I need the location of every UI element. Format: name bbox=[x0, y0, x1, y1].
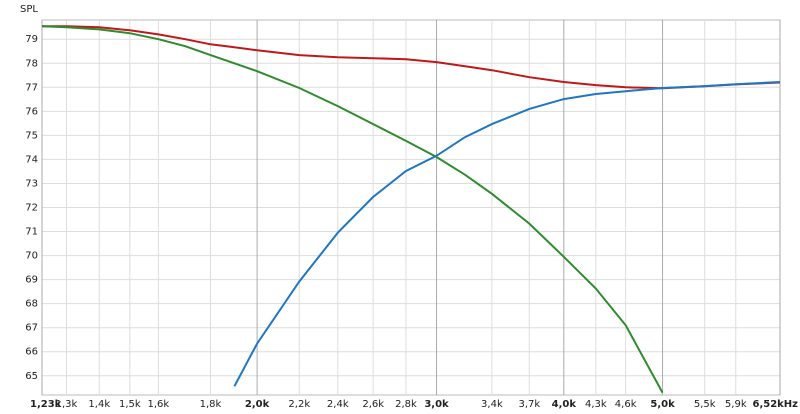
x-tick-label: 2,2k bbox=[288, 399, 310, 410]
series-line bbox=[233, 81, 780, 387]
y-tick-label: 76 bbox=[25, 106, 38, 117]
x-tick-label: 1,4k bbox=[88, 399, 110, 410]
x-tick-label: 1,5k bbox=[119, 399, 141, 410]
y-tick-label: 74 bbox=[25, 154, 38, 165]
x-tick-label: 3,7k bbox=[518, 399, 540, 410]
x-tick-label: 3,0k bbox=[424, 399, 449, 410]
y-tick-label: 67 bbox=[25, 323, 38, 334]
x-tick-label: 2,8k bbox=[395, 399, 417, 410]
y-tick-label: 78 bbox=[25, 58, 38, 69]
x-tick-label: 1,3k bbox=[56, 399, 78, 410]
x-tick-label: 3,4k bbox=[481, 399, 503, 410]
y-tick-label: 69 bbox=[25, 275, 38, 286]
y-tick-label: 65 bbox=[25, 371, 38, 382]
y-tick-label: 70 bbox=[25, 251, 38, 262]
x-tick-label: 5,0k bbox=[650, 399, 675, 410]
x-tick-label: 2,4k bbox=[327, 399, 349, 410]
y-tick-label: 66 bbox=[25, 347, 38, 358]
x-tick-label: 6,52kHz bbox=[752, 399, 798, 410]
x-tick-label: 5,9k bbox=[725, 399, 747, 410]
y-tick-label: 73 bbox=[25, 178, 38, 189]
x-tick-label: 1,6k bbox=[148, 399, 170, 410]
y-tick-label: 77 bbox=[25, 82, 38, 93]
x-tick-label: 5,5k bbox=[694, 399, 716, 410]
x-tick-label: 4,0k bbox=[552, 399, 577, 410]
x-tick-label: 2,0k bbox=[245, 399, 270, 410]
y-tick-label: 75 bbox=[25, 130, 38, 141]
y-tick-label: 79 bbox=[25, 34, 38, 45]
series-line bbox=[42, 25, 664, 394]
x-tick-label: 4,3k bbox=[585, 399, 607, 410]
y-tick-label: 72 bbox=[25, 203, 38, 214]
x-tick-label: 1,8k bbox=[200, 399, 222, 410]
y-tick-label: 71 bbox=[25, 227, 38, 238]
x-tick-label: 4,6k bbox=[615, 399, 637, 410]
x-tick-label: 1,23k bbox=[30, 399, 62, 410]
series-line bbox=[42, 25, 780, 90]
y-tick-label: 68 bbox=[25, 299, 38, 310]
y-axis-label: SPL bbox=[20, 4, 38, 15]
x-tick-label: 2,6k bbox=[362, 399, 384, 410]
